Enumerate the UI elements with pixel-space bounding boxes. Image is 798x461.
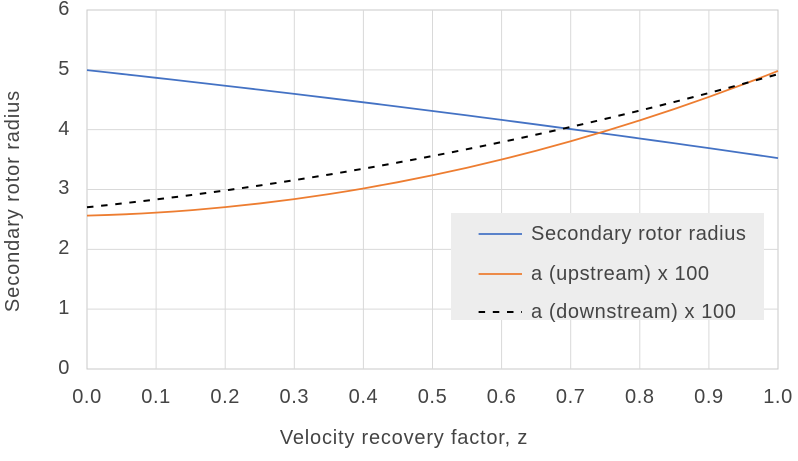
svg-text:Velocity recovery factor, z: Velocity recovery factor, z [280,427,528,449]
svg-text:0.7: 0.7 [556,386,586,408]
svg-text:4: 4 [58,118,70,140]
svg-text:a (downstream) x 100: a (downstream) x 100 [531,301,736,323]
svg-text:0.8: 0.8 [625,386,655,408]
svg-text:5: 5 [58,58,70,80]
svg-text:2: 2 [58,237,70,259]
svg-text:Secondary rotor radius: Secondary rotor radius [2,90,24,312]
svg-text:0.1: 0.1 [141,386,171,408]
svg-text:0.5: 0.5 [418,386,448,408]
svg-text:a (upstream) x 100: a (upstream) x 100 [531,263,710,285]
svg-text:Secondary rotor radius: Secondary rotor radius [531,223,747,245]
svg-text:6: 6 [58,0,70,20]
svg-text:0.9: 0.9 [694,386,724,408]
svg-text:0.0: 0.0 [72,386,102,408]
svg-text:0.6: 0.6 [487,386,517,408]
svg-text:1: 1 [58,297,70,319]
svg-text:1.0: 1.0 [763,386,793,408]
svg-text:0.4: 0.4 [349,386,379,408]
svg-text:0.2: 0.2 [210,386,240,408]
svg-text:0: 0 [58,357,70,379]
svg-text:3: 3 [58,177,70,199]
svg-text:0.3: 0.3 [279,386,309,408]
